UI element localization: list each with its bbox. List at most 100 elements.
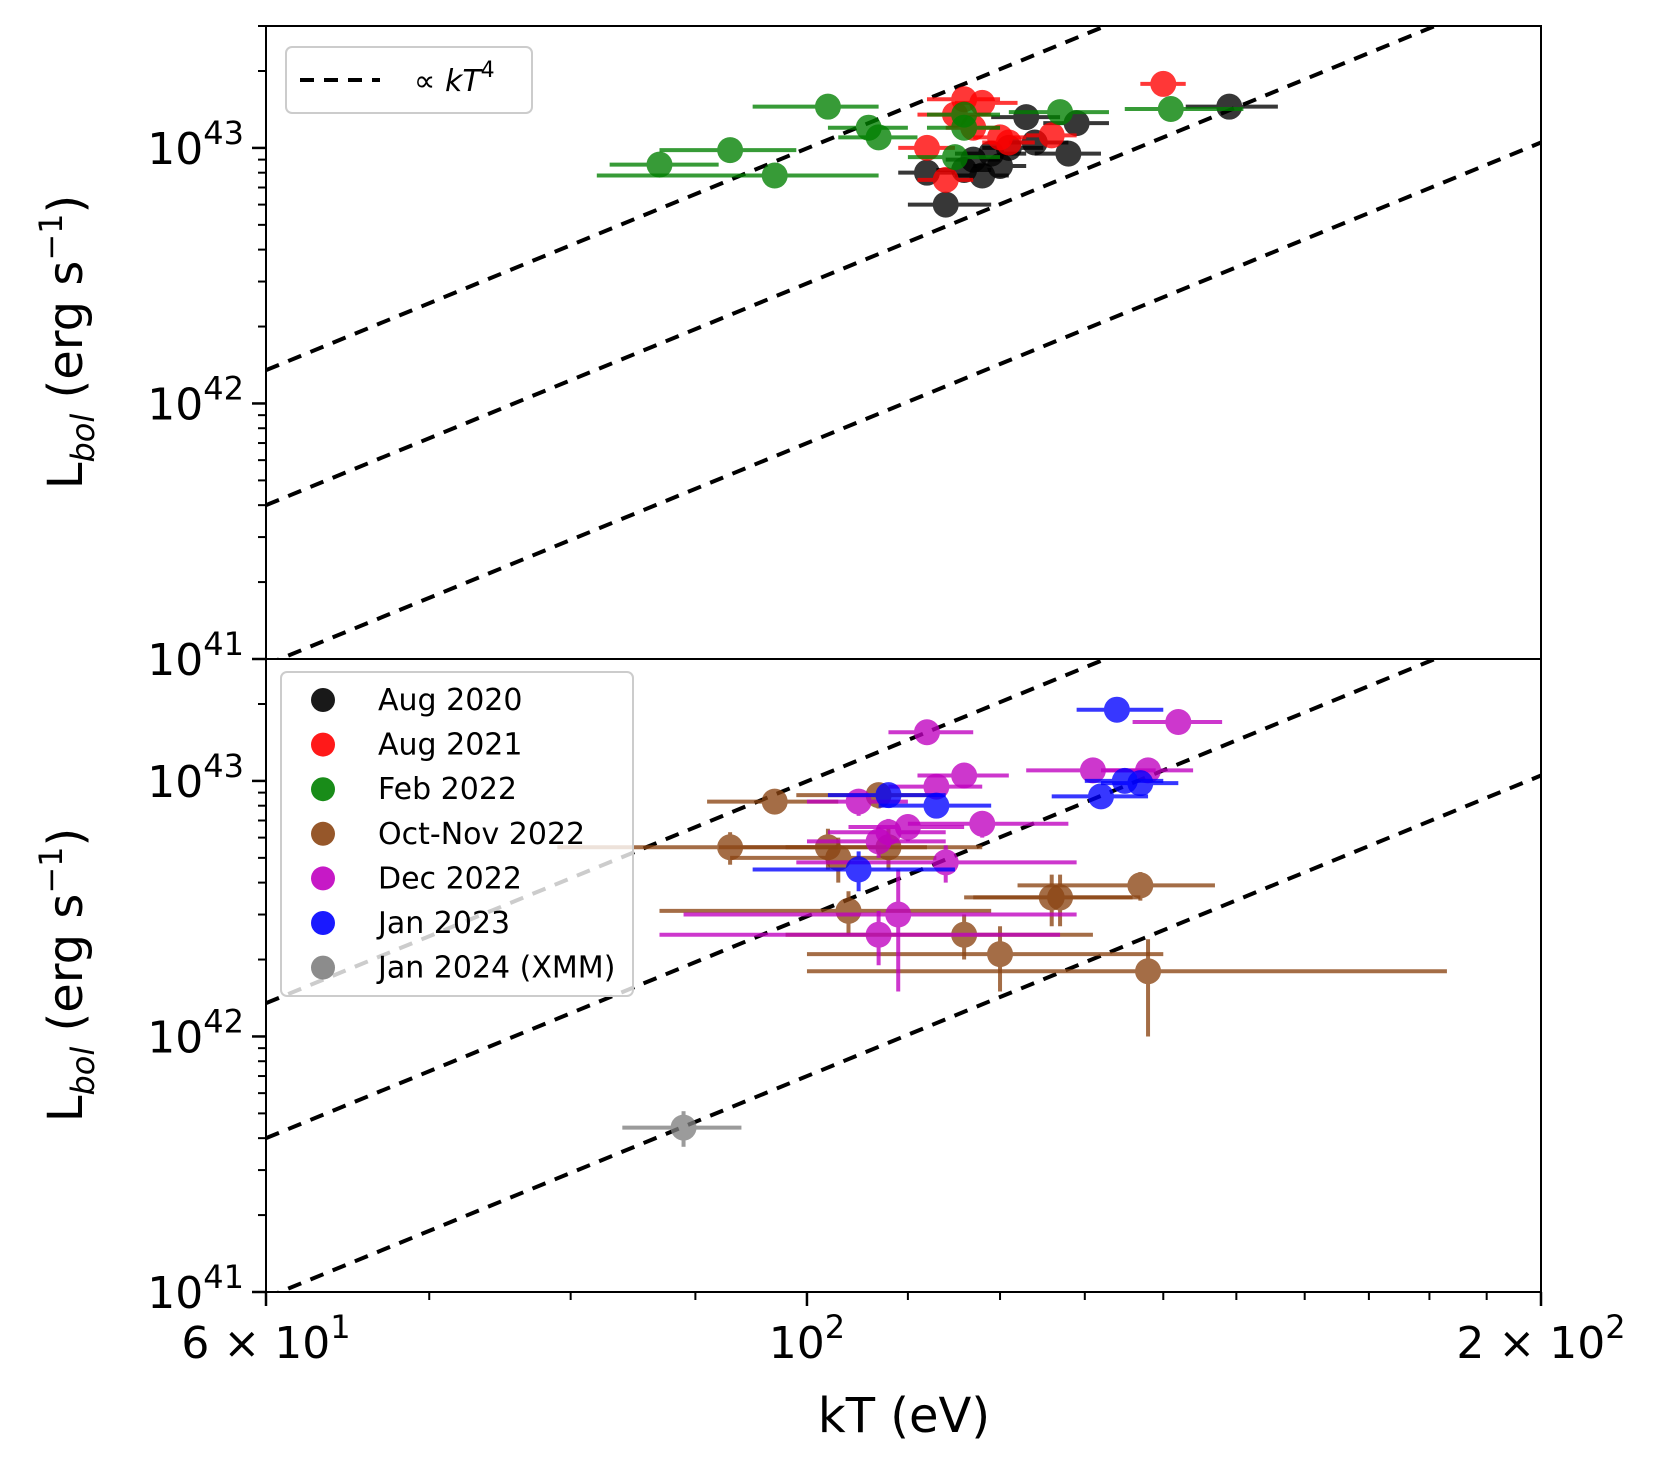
x-tick-label: 6 × 101: [181, 1308, 350, 1369]
legend-box: [285, 46, 533, 114]
legend-label: Aug 2020: [378, 683, 522, 718]
data-point-aug-2020: [973, 152, 1027, 179]
marker: [1047, 99, 1074, 126]
marker: [913, 134, 940, 161]
data-point-jan-2024-xmm: [622, 1111, 742, 1147]
data-point-feb-2022: [926, 101, 1001, 128]
marker: [1127, 872, 1154, 899]
marker: [885, 901, 912, 928]
marker: [1103, 696, 1130, 723]
y-axis-label-main: L: [38, 1095, 94, 1122]
marker: [913, 719, 940, 746]
x-tick-label: 2 × 102: [1456, 1308, 1625, 1369]
y-tick-label: 1041: [147, 1258, 244, 1319]
y-tick-label: 1043: [147, 114, 244, 175]
data-point-jan-2023: [1100, 770, 1179, 797]
legend-item: Jan 2024 (XMM): [311, 951, 615, 986]
y-axis-label-exp: −1: [32, 846, 70, 893]
data-point-aug-2021: [1140, 70, 1186, 97]
y-tick-label: 1042: [147, 1002, 244, 1063]
marker: [845, 788, 872, 815]
y-tick-label: 1043: [147, 747, 244, 808]
data-point-dec-2022: [907, 810, 1069, 838]
data-point-jan-2023: [1051, 783, 1149, 810]
data-point-oct-nov-2022: [1017, 872, 1215, 901]
data-point-feb-2022: [659, 137, 797, 164]
y-axis-label-exp: −1: [32, 213, 70, 260]
marker: [670, 1114, 697, 1141]
data-point-dec-2022: [659, 910, 1061, 966]
data-points: [557, 696, 1447, 1147]
legend-marker: [311, 955, 335, 980]
marker: [761, 788, 788, 815]
y-axis-label-close: ): [38, 195, 94, 214]
marker: [646, 151, 673, 178]
x-tick-label: 102: [769, 1308, 845, 1369]
marker: [995, 129, 1022, 156]
marker: [835, 897, 862, 924]
data-point-dec-2022: [683, 869, 1077, 992]
data-point-aug-2021: [982, 129, 1035, 156]
legend-marker: [311, 777, 335, 802]
marker: [1055, 140, 1082, 167]
y-tick-label: 1042: [147, 369, 244, 430]
legend-marker: [311, 732, 335, 757]
y-tick-label: 1041: [147, 625, 244, 686]
data-point-aug-2020: [907, 191, 992, 218]
data-point-feb-2022: [1124, 96, 1244, 123]
top-panel: 1041 1042 1043 Lbol (erg s−1) ∝ kT4: [32, 25, 1542, 686]
marker: [987, 941, 1014, 968]
x-axis-label: kT (eV): [818, 1388, 990, 1444]
marker: [951, 101, 978, 128]
data-point-jan-2023: [1076, 696, 1164, 723]
marker: [717, 137, 744, 164]
marker: [1157, 96, 1184, 123]
data-points: [596, 70, 1278, 218]
legend-prefix: ∝: [414, 64, 445, 99]
y-axis-ticks: 1041 1042 1043: [147, 25, 266, 686]
y-axis-ticks: 1041 1042 1043: [147, 658, 266, 1319]
y-axis-label-sub: bol: [64, 414, 102, 463]
marker: [814, 93, 841, 120]
data-point-feb-2022: [752, 93, 879, 120]
y-axis-label-close: ): [38, 828, 94, 847]
legend-marker: [311, 688, 335, 712]
marker: [1087, 783, 1114, 810]
plot-frame: [265, 658, 1542, 1293]
data-point-feb-2022: [1008, 99, 1109, 126]
legend: Aug 2020 Aug 2021 Feb 2022 Oct-Nov 2022 Dec …: [280, 671, 634, 997]
marker: [932, 166, 959, 193]
data-point-dec-2022: [917, 762, 1009, 789]
legend-label: Dec 2022: [378, 861, 522, 896]
data-point-dec-2022: [888, 719, 974, 746]
marker: [1216, 93, 1243, 120]
legend-item: Aug 2021: [311, 728, 522, 763]
y-axis-label-sub: bol: [64, 1047, 102, 1096]
data-point-aug-2021: [1026, 122, 1077, 149]
kt4-reference-line-3: [274, 773, 1541, 1292]
marker: [1135, 958, 1162, 985]
legend-label: Jan 2024 (XMM): [376, 951, 615, 986]
data-point-feb-2022: [596, 162, 879, 189]
legend-marker: [311, 821, 335, 846]
data-point-dec-2022: [1132, 709, 1223, 736]
y-axis-label-main: L: [38, 462, 94, 489]
legend-item: Oct-Nov 2022: [311, 817, 585, 852]
legend-exp: 4: [481, 58, 495, 83]
kt4-reference-line-2: [266, 659, 1441, 1141]
data-point-oct-nov-2022: [806, 939, 1447, 1037]
legend-label: Feb 2022: [378, 772, 517, 807]
marker: [932, 191, 959, 218]
marker: [1127, 770, 1154, 797]
marker: [845, 856, 872, 883]
y-axis-label: Lbol (erg s−1): [32, 828, 102, 1123]
marker: [923, 792, 950, 819]
marker: [875, 782, 902, 809]
x-axis-ticks: 6 × 101 102 2 × 102: [181, 1292, 1626, 1369]
y-axis-label: Lbol (erg s−1): [32, 195, 102, 490]
marker: [1079, 757, 1106, 784]
kt4-reference-line-2: [266, 26, 1441, 508]
marker: [865, 921, 892, 948]
plot-frame: [265, 25, 1542, 660]
marker: [761, 162, 788, 189]
